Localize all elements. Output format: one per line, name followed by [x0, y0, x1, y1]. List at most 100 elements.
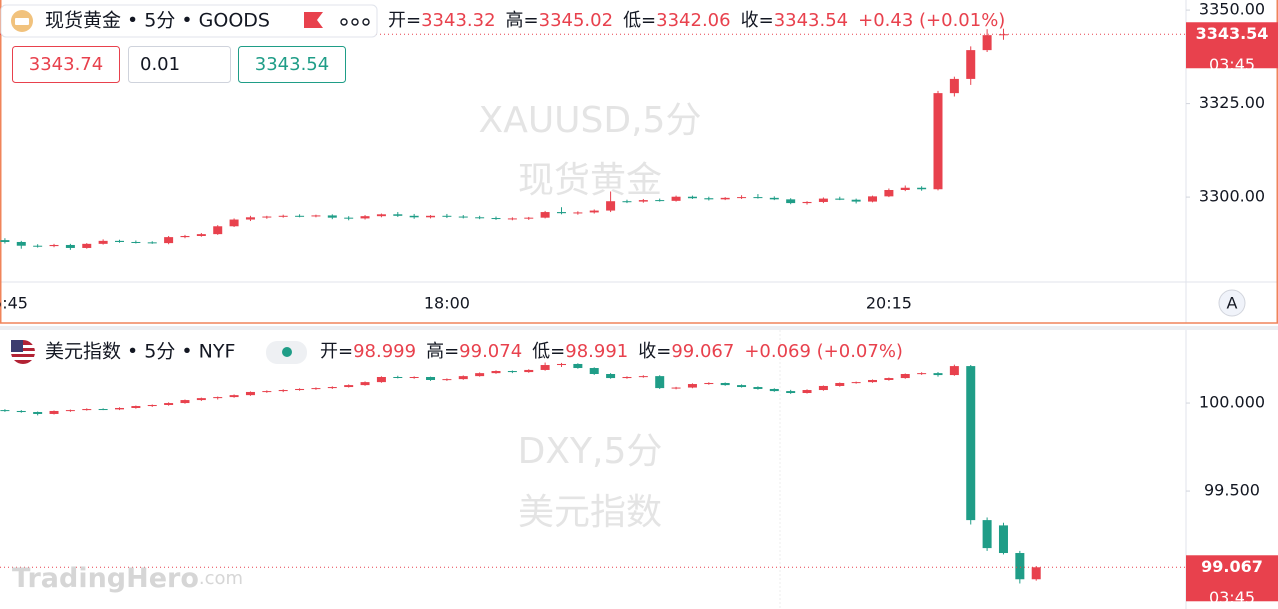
candle-body	[868, 379, 878, 383]
candle-body	[524, 217, 534, 219]
candle-body	[426, 376, 436, 380]
candle-body	[949, 366, 959, 376]
candle-body	[786, 391, 796, 394]
logo-suffix: .com	[199, 568, 243, 589]
active-pane-border	[0, 0, 1278, 324]
candle-body	[573, 363, 583, 369]
sell-price[interactable]: 3343.74	[29, 54, 103, 75]
candle-body	[655, 376, 665, 389]
candle-body	[213, 397, 223, 399]
candle-body	[278, 215, 288, 217]
candle-body	[196, 234, 206, 236]
axis-mode-button[interactable]	[1218, 289, 1246, 317]
ohlc-label: 开=	[388, 10, 421, 31]
legend-title[interactable]: 现货黄金 • 5分 • GOODS	[45, 10, 270, 32]
candle-body	[98, 240, 108, 244]
candle-body	[65, 244, 75, 248]
candle-body	[802, 390, 812, 394]
quantity-input[interactable]	[128, 46, 231, 83]
candle-body	[164, 403, 174, 405]
candle-body	[311, 215, 321, 217]
candle-body	[966, 50, 976, 79]
candle-body	[949, 78, 959, 94]
candle-body	[556, 363, 566, 366]
sell-button[interactable]	[12, 46, 120, 83]
logo: TradingHero.com	[12, 563, 243, 594]
legend-box[interactable]	[0, 4, 378, 38]
candle-body	[606, 201, 616, 211]
candle-body	[884, 189, 894, 197]
more-icon[interactable]	[340, 18, 370, 26]
ohlc-label: 低=	[532, 341, 565, 362]
countdown: 03:45	[1209, 55, 1255, 74]
candle-body	[933, 93, 943, 190]
buy-price[interactable]: 3343.54	[255, 54, 329, 75]
axis-mode[interactable]: A	[1227, 294, 1238, 313]
candle-body	[245, 391, 255, 396]
x-tick-label: 18:00	[424, 294, 470, 313]
candle-body	[262, 216, 272, 218]
candle-body	[737, 197, 747, 199]
change: +0.069 (+0.07%)	[744, 341, 903, 362]
candle-body	[295, 388, 305, 391]
candle-body	[0, 240, 10, 242]
watermark: 现货黄金	[518, 160, 662, 201]
candle-body	[818, 198, 828, 202]
candle-body	[327, 215, 337, 218]
candle-body	[720, 197, 730, 200]
countdown: 03:45	[1209, 588, 1255, 607]
candle-body	[998, 34, 1008, 36]
buy-button[interactable]	[238, 46, 346, 83]
pane-separator	[0, 326, 1278, 330]
candle-body	[622, 376, 632, 379]
candle-body	[360, 382, 370, 386]
candle-body	[229, 219, 239, 227]
candle-body	[851, 199, 861, 202]
candle-body	[360, 216, 370, 219]
y-tick-label: 3350.00	[1199, 0, 1265, 19]
candle-body	[409, 376, 419, 378]
ohlc-legend: 开=98.999 高=99.074 低=98.991 收=99.067 +0.069 (…	[320, 341, 903, 362]
ohlc-label: 收=	[638, 341, 671, 362]
candle-body	[475, 373, 485, 377]
legend-title[interactable]: 美元指数 • 5分 • NYF	[45, 341, 235, 363]
flag-icon[interactable]	[304, 12, 323, 28]
ohlc-label: 高=	[426, 341, 459, 362]
candle-body	[671, 196, 681, 201]
candle-body	[540, 365, 550, 370]
change: +0.43 (+0.01%)	[858, 10, 1005, 31]
y-tick-label: 100.000	[1199, 393, 1265, 412]
candle-body	[998, 525, 1008, 554]
candle-body	[917, 373, 927, 375]
candle-body	[818, 385, 828, 391]
candle-body	[1031, 567, 1041, 580]
candle-body	[540, 212, 550, 218]
price-tag	[1186, 555, 1278, 602]
candle-body	[507, 371, 517, 373]
candle-body	[458, 376, 468, 380]
candle-body	[164, 237, 174, 244]
candle-body	[344, 217, 354, 219]
candle-body	[655, 200, 665, 202]
candle-body	[933, 373, 943, 376]
ohlc-legend: 开=3343.32 高=3345.02 低=3342.06 收=3343.54 +0.4…	[388, 10, 1005, 31]
candle-body	[900, 187, 910, 190]
candle-body	[704, 198, 714, 200]
plots	[0, 28, 1186, 584]
candle-body	[524, 369, 534, 373]
candle-body	[409, 215, 419, 218]
y-tick-label: 99.500	[1204, 481, 1260, 500]
candle-body	[115, 407, 125, 410]
watermark: 美元指数	[518, 492, 662, 533]
candle-body	[753, 387, 763, 389]
ohlc-value: 3343.32	[421, 10, 495, 31]
y-tick-label: 3325.00	[1199, 93, 1265, 112]
candle-body	[311, 388, 321, 390]
candle-body	[868, 196, 878, 202]
quantity[interactable]: 0.01	[140, 54, 180, 75]
candle-body	[115, 240, 125, 242]
candle-body	[769, 197, 779, 200]
candle-body	[982, 35, 992, 51]
